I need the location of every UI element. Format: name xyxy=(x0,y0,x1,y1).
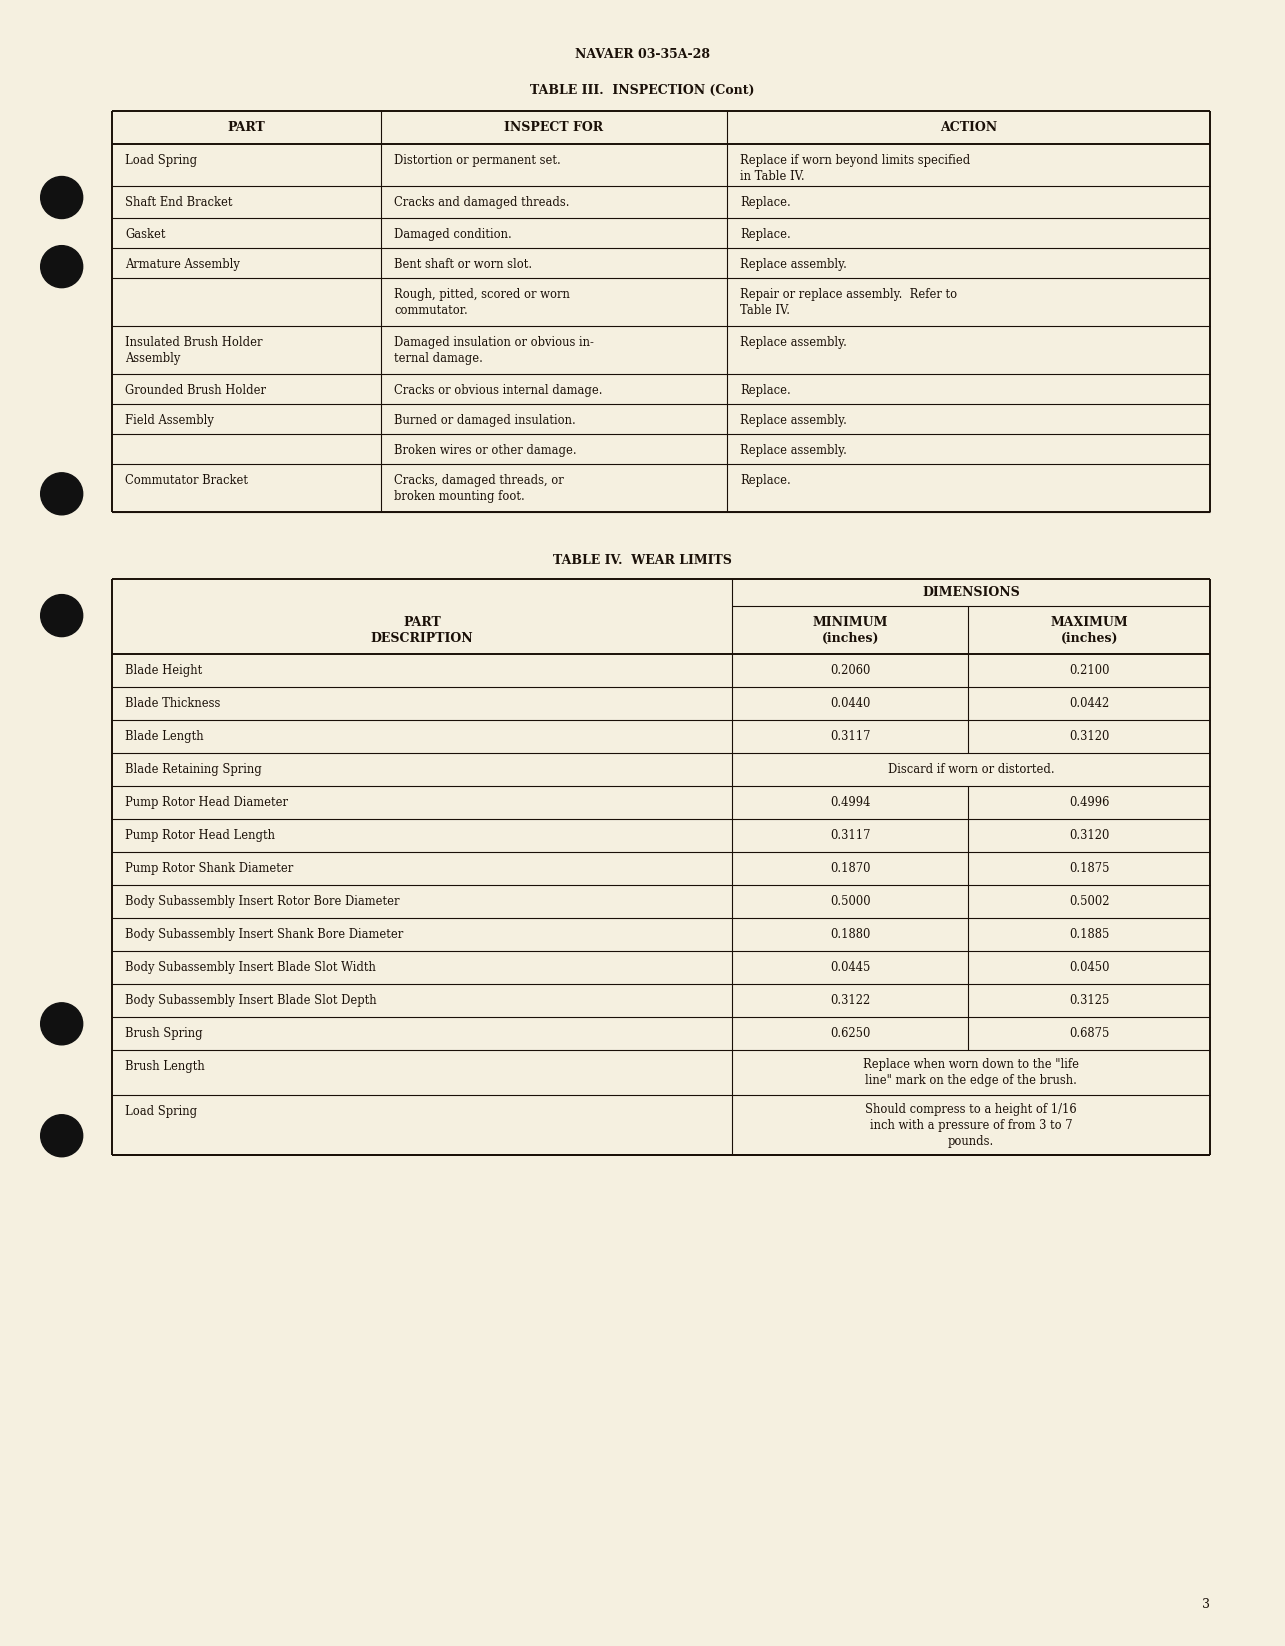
Text: 0.6875: 0.6875 xyxy=(1069,1027,1109,1040)
Text: 0.1870: 0.1870 xyxy=(830,863,871,876)
Text: Replace.: Replace. xyxy=(740,384,790,397)
Circle shape xyxy=(41,594,82,637)
Text: TABLE IV.  WEAR LIMITS: TABLE IV. WEAR LIMITS xyxy=(553,555,732,566)
Text: Insulated Brush Holder
Assembly: Insulated Brush Holder Assembly xyxy=(125,336,262,365)
Text: Repair or replace assembly.  Refer to
Table IV.: Repair or replace assembly. Refer to Tab… xyxy=(740,288,957,318)
Text: Blade Retaining Spring: Blade Retaining Spring xyxy=(125,764,262,775)
Text: TABLE III.  INSPECTION (Cont): TABLE III. INSPECTION (Cont) xyxy=(531,84,754,97)
Text: 0.3125: 0.3125 xyxy=(1069,994,1109,1007)
Text: 0.3120: 0.3120 xyxy=(1069,830,1109,843)
Text: Brush Spring: Brush Spring xyxy=(125,1027,203,1040)
Text: Replace assembly.: Replace assembly. xyxy=(740,415,847,426)
Text: Body Subassembly Insert Shank Bore Diameter: Body Subassembly Insert Shank Bore Diame… xyxy=(125,928,403,942)
Text: 0.3122: 0.3122 xyxy=(830,994,870,1007)
Text: INSPECT FOR: INSPECT FOR xyxy=(505,122,604,133)
Text: Damaged condition.: Damaged condition. xyxy=(394,229,511,240)
Text: Bent shaft or worn slot.: Bent shaft or worn slot. xyxy=(394,258,532,272)
Text: Load Spring: Load Spring xyxy=(125,1104,197,1118)
Text: Replace assembly.: Replace assembly. xyxy=(740,336,847,349)
Text: Cracks and damaged threads.: Cracks and damaged threads. xyxy=(394,196,569,209)
Text: Commutator Bracket: Commutator Bracket xyxy=(125,474,248,487)
Text: Broken wires or other damage.: Broken wires or other damage. xyxy=(394,444,577,458)
Text: Blade Height: Blade Height xyxy=(125,663,202,677)
Text: Blade Thickness: Blade Thickness xyxy=(125,696,220,709)
Text: Distortion or permanent set.: Distortion or permanent set. xyxy=(394,155,560,166)
Text: Discard if worn or distorted.: Discard if worn or distorted. xyxy=(888,764,1055,775)
Circle shape xyxy=(41,176,82,219)
Text: Replace.: Replace. xyxy=(740,474,790,487)
Text: Load Spring: Load Spring xyxy=(125,155,197,166)
Circle shape xyxy=(41,1002,82,1045)
Text: Replace.: Replace. xyxy=(740,196,790,209)
Text: Replace assembly.: Replace assembly. xyxy=(740,444,847,458)
Text: Rough, pitted, scored or worn
commutator.: Rough, pitted, scored or worn commutator… xyxy=(394,288,569,318)
Circle shape xyxy=(41,245,82,288)
Text: Blade Length: Blade Length xyxy=(125,729,203,742)
Text: Armature Assembly: Armature Assembly xyxy=(125,258,240,272)
Text: Replace when worn down to the "life
line" mark on the edge of the brush.: Replace when worn down to the "life line… xyxy=(864,1058,1079,1086)
Text: 0.0442: 0.0442 xyxy=(1069,696,1109,709)
Text: 0.0450: 0.0450 xyxy=(1069,961,1109,974)
Text: NAVAER 03-35A-28: NAVAER 03-35A-28 xyxy=(574,48,711,61)
Text: 0.0440: 0.0440 xyxy=(830,696,871,709)
Text: 0.3117: 0.3117 xyxy=(830,729,871,742)
Text: PART
DESCRIPTION: PART DESCRIPTION xyxy=(371,616,473,645)
Text: Cracks or obvious internal damage.: Cracks or obvious internal damage. xyxy=(394,384,603,397)
Text: 0.5002: 0.5002 xyxy=(1069,895,1109,909)
Text: 0.3117: 0.3117 xyxy=(830,830,871,843)
Text: 0.3120: 0.3120 xyxy=(1069,729,1109,742)
Text: Brush Length: Brush Length xyxy=(125,1060,204,1073)
Text: 0.2060: 0.2060 xyxy=(830,663,871,677)
Text: Grounded Brush Holder: Grounded Brush Holder xyxy=(125,384,266,397)
Text: 0.1885: 0.1885 xyxy=(1069,928,1109,942)
Text: Pump Rotor Shank Diameter: Pump Rotor Shank Diameter xyxy=(125,863,293,876)
Text: 0.4996: 0.4996 xyxy=(1069,797,1109,808)
Circle shape xyxy=(41,472,82,515)
Text: ACTION: ACTION xyxy=(939,122,997,133)
Text: Replace.: Replace. xyxy=(740,229,790,240)
Text: DIMENSIONS: DIMENSIONS xyxy=(923,586,1020,599)
Text: Body Subassembly Insert Blade Slot Depth: Body Subassembly Insert Blade Slot Depth xyxy=(125,994,377,1007)
Text: Shaft End Bracket: Shaft End Bracket xyxy=(125,196,233,209)
Text: Gasket: Gasket xyxy=(125,229,166,240)
Text: Pump Rotor Head Length: Pump Rotor Head Length xyxy=(125,830,275,843)
Text: 0.2100: 0.2100 xyxy=(1069,663,1109,677)
Text: 0.5000: 0.5000 xyxy=(830,895,871,909)
Text: Replace if worn beyond limits specified
in Table IV.: Replace if worn beyond limits specified … xyxy=(740,155,970,183)
Text: Burned or damaged insulation.: Burned or damaged insulation. xyxy=(394,415,576,426)
Text: MAXIMUM
(inches): MAXIMUM (inches) xyxy=(1050,616,1128,645)
Text: Body Subassembly Insert Rotor Bore Diameter: Body Subassembly Insert Rotor Bore Diame… xyxy=(125,895,400,909)
Circle shape xyxy=(41,1114,82,1157)
Text: Pump Rotor Head Diameter: Pump Rotor Head Diameter xyxy=(125,797,288,808)
Text: Field Assembly: Field Assembly xyxy=(125,415,213,426)
Text: Cracks, damaged threads, or
broken mounting foot.: Cracks, damaged threads, or broken mount… xyxy=(394,474,564,504)
Text: 0.1875: 0.1875 xyxy=(1069,863,1109,876)
Text: 0.1880: 0.1880 xyxy=(830,928,871,942)
Text: 0.6250: 0.6250 xyxy=(830,1027,871,1040)
Text: Replace assembly.: Replace assembly. xyxy=(740,258,847,272)
Text: 0.4994: 0.4994 xyxy=(830,797,871,808)
Text: MINIMUM
(inches): MINIMUM (inches) xyxy=(812,616,888,645)
Text: Damaged insulation or obvious in-
ternal damage.: Damaged insulation or obvious in- ternal… xyxy=(394,336,594,365)
Text: Body Subassembly Insert Blade Slot Width: Body Subassembly Insert Blade Slot Width xyxy=(125,961,377,974)
Text: 0.0445: 0.0445 xyxy=(830,961,871,974)
Text: PART: PART xyxy=(227,122,266,133)
Text: Should compress to a height of 1/16
inch with a pressure of from 3 to 7
pounds.: Should compress to a height of 1/16 inch… xyxy=(865,1103,1077,1147)
Text: 3: 3 xyxy=(1201,1598,1210,1611)
